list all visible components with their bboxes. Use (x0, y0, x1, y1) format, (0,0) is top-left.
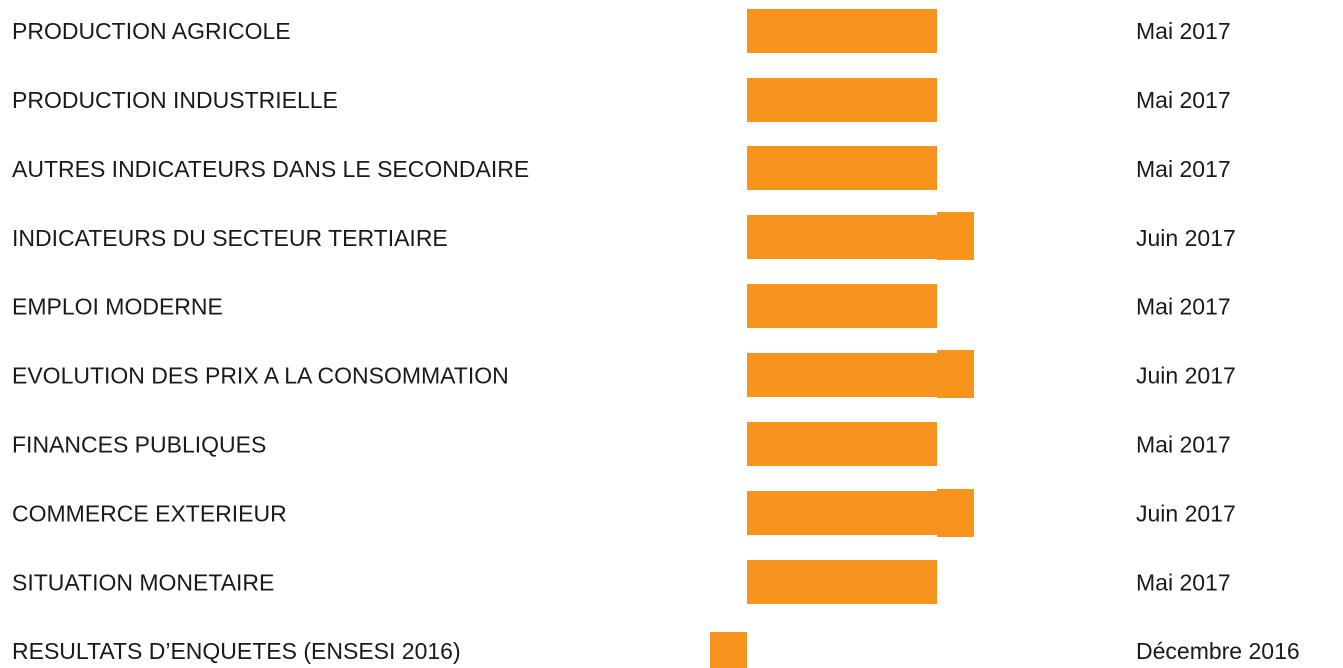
bar (710, 632, 747, 668)
bar (747, 78, 937, 122)
row-label: RESULTATS D’ENQUETES (ENSESI 2016) (12, 638, 461, 664)
bars (710, 9, 974, 668)
row-date: Mai 2017 (1136, 18, 1231, 44)
row-date: Décembre 2016 (1136, 638, 1300, 664)
bar (937, 212, 974, 260)
bar (937, 489, 974, 537)
bar (747, 422, 937, 466)
row-date: Mai 2017 (1136, 156, 1231, 182)
row-label: EMPLOI MODERNE (12, 294, 223, 320)
row-label: COMMERCE EXTERIEUR (12, 500, 287, 526)
bar (747, 284, 937, 328)
row-label: PRODUCTION INDUSTRIELLE (12, 87, 338, 113)
row-label: INDICATEURS DU SECTEUR TERTIAIRE (12, 225, 448, 251)
row-label: EVOLUTION DES PRIX A LA CONSOMMATION (12, 363, 509, 389)
row-date: Mai 2017 (1136, 87, 1231, 113)
row-date: Juin 2017 (1136, 500, 1236, 526)
bar (747, 491, 937, 535)
row-date: Mai 2017 (1136, 569, 1231, 595)
row-date: Mai 2017 (1136, 294, 1231, 320)
row-date: Mai 2017 (1136, 431, 1231, 457)
row-date: Juin 2017 (1136, 225, 1236, 251)
bar (747, 146, 937, 190)
bar (747, 215, 937, 259)
bar (747, 560, 937, 604)
row-label: SITUATION MONETAIRE (12, 569, 274, 595)
bar (937, 350, 974, 398)
row-label: AUTRES INDICATEURS DANS LE SECONDAIRE (12, 156, 529, 182)
bar (747, 353, 937, 397)
row-label: FINANCES PUBLIQUES (12, 431, 266, 457)
row-date: Juin 2017 (1136, 363, 1236, 389)
row-label: PRODUCTION AGRICOLE (12, 18, 291, 44)
bar (747, 9, 937, 53)
